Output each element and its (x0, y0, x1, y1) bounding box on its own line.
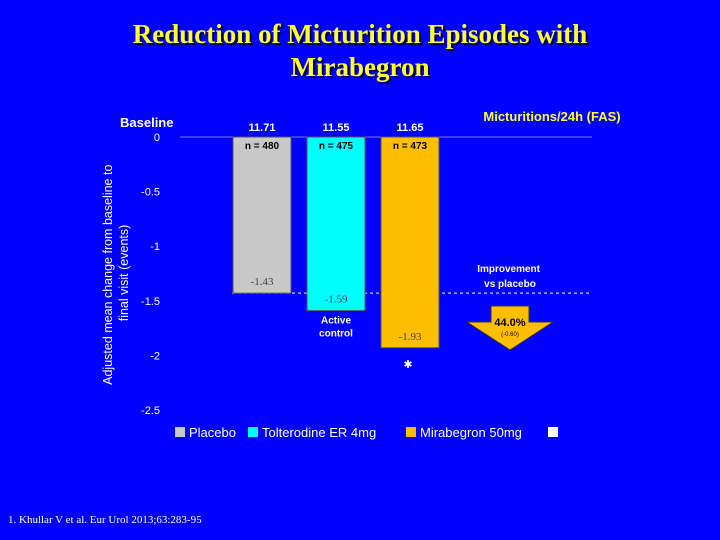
y-tick-label: 0 (154, 132, 160, 144)
legend-label: Placebo (189, 425, 236, 440)
slide-title: Reduction of Micturition Episodes with M… (0, 18, 720, 84)
bar-value-label: -1.43 (251, 276, 274, 288)
n-label: n = 473 (393, 141, 428, 152)
legend-swatch (248, 427, 258, 437)
legend: Placebo Tolterodine ER 4mg Mirabegron 50mg (175, 425, 558, 440)
n-label: n = 475 (319, 141, 354, 152)
slide-title-line-1: Reduction of Micturition Episodes with (132, 19, 588, 49)
significance-marker: ✱ (403, 358, 412, 371)
improvement-callout: Improvement vs placebo 44.0% (-0.60) (465, 264, 555, 351)
improvement-arrow (465, 305, 555, 351)
baseline-value: 11.71 (249, 122, 276, 134)
legend-label: Mirabegron 50mg (420, 425, 522, 440)
improvement-label-line-2: vs placebo (484, 279, 536, 290)
baseline-value: 11.65 (397, 122, 424, 134)
y-tick-label: -0.5 (141, 187, 160, 199)
slide-title-line-2: Mirabegron (290, 52, 430, 82)
bar-value-label: -1.93 (399, 331, 422, 343)
legend-swatch (406, 427, 416, 437)
bar-group: 11.71 n = 480 -1.43 11.55 n = 475 -1.59 Active… (232, 122, 440, 371)
footnote: 1. Khullar V et al. Eur Urol 2013;63:283… (8, 514, 202, 526)
y-axis: 0 -0.5 -1 -1.5 -2 -2.5 (141, 132, 160, 417)
bar (232, 136, 292, 294)
y-axis-label-line-2: final visit (events) (117, 225, 131, 322)
y-tick-label: -1 (150, 241, 160, 253)
bar (380, 136, 440, 349)
y-axis-label: Adjusted mean change from baseline to fi… (101, 161, 131, 385)
y-axis-label-line-1: Adjusted mean change from baseline to (101, 165, 115, 385)
n-label: n = 480 (245, 141, 280, 152)
bar (306, 136, 366, 312)
improvement-value: 44.0% (494, 317, 525, 329)
baseline-label: Baseline (120, 115, 173, 130)
y-tick-label: -2 (150, 350, 160, 362)
y-tick-label: -2.5 (141, 405, 160, 417)
legend-swatch (175, 427, 185, 437)
legend-label: Tolterodine ER 4mg (262, 425, 376, 440)
improvement-sub-value: (-0.60) (501, 332, 519, 338)
bar-note-line: Active (321, 316, 351, 327)
y-tick-label: -1.5 (141, 296, 160, 308)
baseline-value: 11.55 (323, 122, 350, 134)
chart-title: Micturitions/24h (FAS) (483, 109, 620, 124)
improvement-label-line-1: Improvement (477, 264, 540, 275)
bar-value-label: -1.59 (325, 294, 348, 306)
improvement-label: Improvement vs placebo (477, 264, 543, 290)
legend-swatch-empty (548, 427, 558, 437)
bar-note-line: control (319, 329, 353, 340)
